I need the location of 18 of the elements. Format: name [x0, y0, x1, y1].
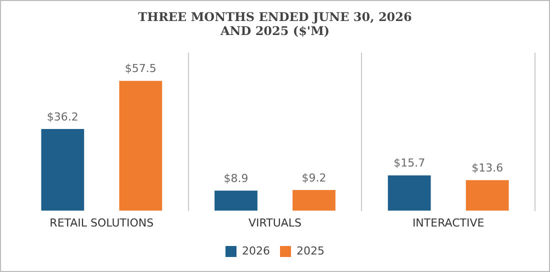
bar	[119, 80, 162, 211]
data-label: $36.2	[46, 110, 78, 124]
legend-label: 2026	[242, 244, 270, 258]
data-label: $15.7	[394, 156, 426, 170]
data-label: $9.2	[302, 171, 326, 184]
data-label: $57.5	[124, 62, 156, 76]
bar	[214, 190, 258, 211]
bar	[292, 190, 336, 211]
x-tick-label: VIRTUALS	[248, 216, 302, 230]
data-label: $13.6	[472, 161, 504, 174]
legend-label: 2025	[296, 244, 324, 258]
x-tick-label: INTERACTIVE	[412, 216, 484, 230]
data-label: $8.9	[224, 172, 248, 186]
chart-title: THREE MONTHS ENDED JUNE 30, 2026 AND 2025 ($'M)	[138, 10, 412, 38]
bar	[388, 175, 431, 211]
bar	[466, 180, 509, 211]
bar	[41, 128, 84, 211]
x-tick-label: RETAIL SOLUTIONS	[50, 216, 154, 230]
